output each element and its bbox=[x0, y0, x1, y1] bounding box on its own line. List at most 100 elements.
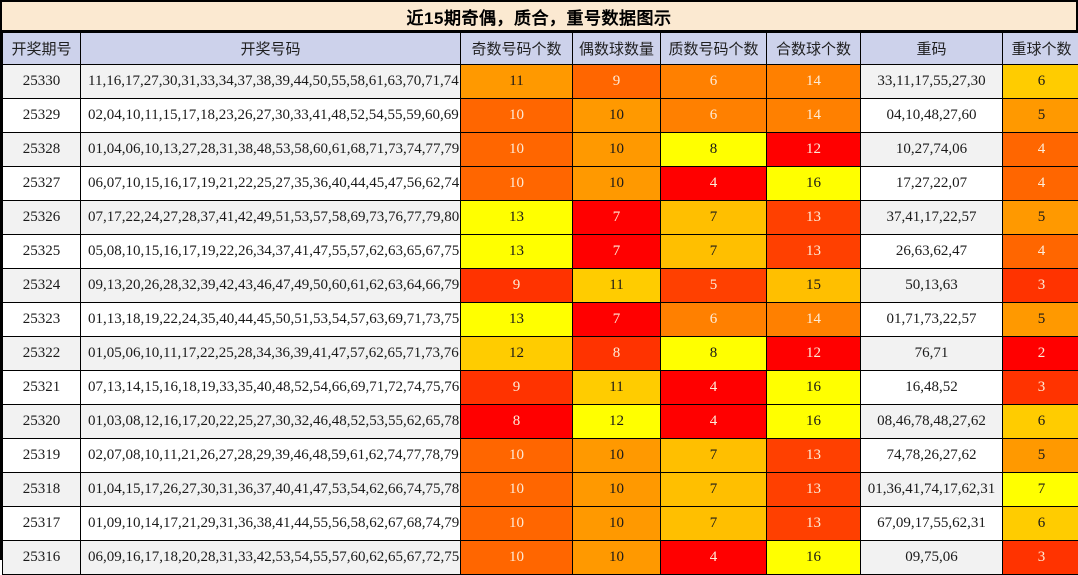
numbers-cell: 01,09,10,14,17,21,29,31,36,38,41,44,55,5… bbox=[81, 507, 461, 541]
repeat-count-cell: 6 bbox=[1003, 405, 1078, 439]
prime-cell: 6 bbox=[661, 303, 767, 337]
even-cell: 7 bbox=[573, 201, 661, 235]
repeat-count-cell: 6 bbox=[1003, 65, 1078, 99]
prime-cell: 4 bbox=[661, 405, 767, 439]
period-cell: 25318 bbox=[3, 473, 81, 507]
numbers-cell: 01,04,15,17,26,27,30,31,36,37,40,41,47,5… bbox=[81, 473, 461, 507]
composite-cell: 12 bbox=[767, 337, 861, 371]
prime-cell: 7 bbox=[661, 439, 767, 473]
repeat-numbers-cell: 67,09,17,55,62,31 bbox=[861, 507, 1003, 541]
odd-cell: 10 bbox=[461, 507, 573, 541]
numbers-cell: 01,13,18,19,22,24,35,40,44,45,50,51,53,5… bbox=[81, 303, 461, 337]
prime-cell: 4 bbox=[661, 541, 767, 575]
repeat-count-cell: 5 bbox=[1003, 99, 1078, 133]
period-cell: 25323 bbox=[3, 303, 81, 337]
lottery-data-table: 开奖期号开奖号码奇数号码个数偶数球数量质数号码个数合数球个数重码重球个数 253… bbox=[2, 32, 1078, 575]
odd-cell: 10 bbox=[461, 99, 573, 133]
prime-cell: 6 bbox=[661, 65, 767, 99]
prime-cell: 7 bbox=[661, 473, 767, 507]
even-cell: 10 bbox=[573, 507, 661, 541]
repeat-count-cell: 3 bbox=[1003, 541, 1078, 575]
prime-cell: 4 bbox=[661, 167, 767, 201]
repeat-numbers-cell: 50,13,63 bbox=[861, 269, 1003, 303]
column-header-numbers: 开奖号码 bbox=[81, 33, 461, 65]
numbers-cell: 01,04,06,10,13,27,28,31,38,48,53,58,60,6… bbox=[81, 133, 461, 167]
column-header-period: 开奖期号 bbox=[3, 33, 81, 65]
repeat-count-cell: 5 bbox=[1003, 303, 1078, 337]
repeat-count-cell: 4 bbox=[1003, 235, 1078, 269]
repeat-count-cell: 2 bbox=[1003, 337, 1078, 371]
period-cell: 25319 bbox=[3, 439, 81, 473]
odd-cell: 11 bbox=[461, 65, 573, 99]
repeat-count-cell: 3 bbox=[1003, 371, 1078, 405]
period-cell: 25322 bbox=[3, 337, 81, 371]
period-cell: 25320 bbox=[3, 405, 81, 439]
period-cell: 25330 bbox=[3, 65, 81, 99]
odd-cell: 10 bbox=[461, 541, 573, 575]
period-cell: 25326 bbox=[3, 201, 81, 235]
panel-title: 近15期奇偶，质合，重号数据图示 bbox=[2, 2, 1076, 32]
prime-cell: 7 bbox=[661, 507, 767, 541]
odd-cell: 9 bbox=[461, 269, 573, 303]
repeat-numbers-cell: 01,71,73,22,57 bbox=[861, 303, 1003, 337]
period-cell: 25327 bbox=[3, 167, 81, 201]
even-cell: 7 bbox=[573, 303, 661, 337]
even-cell: 10 bbox=[573, 133, 661, 167]
odd-cell: 10 bbox=[461, 439, 573, 473]
period-cell: 25317 bbox=[3, 507, 81, 541]
even-cell: 10 bbox=[573, 439, 661, 473]
repeat-count-cell: 3 bbox=[1003, 269, 1078, 303]
repeat-count-cell: 6 bbox=[1003, 507, 1078, 541]
composite-cell: 15 bbox=[767, 269, 861, 303]
prime-cell: 4 bbox=[661, 371, 767, 405]
numbers-cell: 07,17,22,24,27,28,37,41,42,49,51,53,57,5… bbox=[81, 201, 461, 235]
even-cell: 7 bbox=[573, 235, 661, 269]
column-header-even: 偶数球数量 bbox=[573, 33, 661, 65]
repeat-numbers-cell: 37,41,17,22,57 bbox=[861, 201, 1003, 235]
even-cell: 8 bbox=[573, 337, 661, 371]
odd-cell: 8 bbox=[461, 405, 573, 439]
repeat-count-cell: 7 bbox=[1003, 473, 1078, 507]
odd-cell: 10 bbox=[461, 167, 573, 201]
even-cell: 9 bbox=[573, 65, 661, 99]
column-header-repeat-numbers: 重码 bbox=[861, 33, 1003, 65]
numbers-cell: 06,09,16,17,18,20,28,31,33,42,53,54,55,5… bbox=[81, 541, 461, 575]
composite-cell: 16 bbox=[767, 371, 861, 405]
numbers-cell: 09,13,20,26,28,32,39,42,43,46,47,49,50,6… bbox=[81, 269, 461, 303]
column-header-prime: 质数号码个数 bbox=[661, 33, 767, 65]
repeat-numbers-cell: 01,36,41,74,17,62,31 bbox=[861, 473, 1003, 507]
period-cell: 25328 bbox=[3, 133, 81, 167]
repeat-count-cell: 4 bbox=[1003, 133, 1078, 167]
period-cell: 25321 bbox=[3, 371, 81, 405]
even-cell: 12 bbox=[573, 405, 661, 439]
even-cell: 11 bbox=[573, 371, 661, 405]
numbers-cell: 07,13,14,15,16,18,19,33,35,40,48,52,54,6… bbox=[81, 371, 461, 405]
prime-cell: 8 bbox=[661, 337, 767, 371]
numbers-cell: 05,08,10,15,16,17,19,22,26,34,37,41,47,5… bbox=[81, 235, 461, 269]
period-cell: 25324 bbox=[3, 269, 81, 303]
prime-cell: 5 bbox=[661, 269, 767, 303]
composite-cell: 13 bbox=[767, 201, 861, 235]
composite-cell: 16 bbox=[767, 167, 861, 201]
odd-cell: 13 bbox=[461, 235, 573, 269]
repeat-count-cell: 5 bbox=[1003, 201, 1078, 235]
repeat-numbers-cell: 16,48,52 bbox=[861, 371, 1003, 405]
composite-cell: 12 bbox=[767, 133, 861, 167]
lottery-data-panel: 近15期奇偶，质合，重号数据图示 开奖期号开奖号码奇数号码个数偶数球数量质数号码… bbox=[0, 0, 1078, 560]
column-header-odd: 奇数号码个数 bbox=[461, 33, 573, 65]
composite-cell: 14 bbox=[767, 65, 861, 99]
numbers-cell: 06,07,10,15,16,17,19,21,22,25,27,35,36,4… bbox=[81, 167, 461, 201]
repeat-count-cell: 4 bbox=[1003, 167, 1078, 201]
